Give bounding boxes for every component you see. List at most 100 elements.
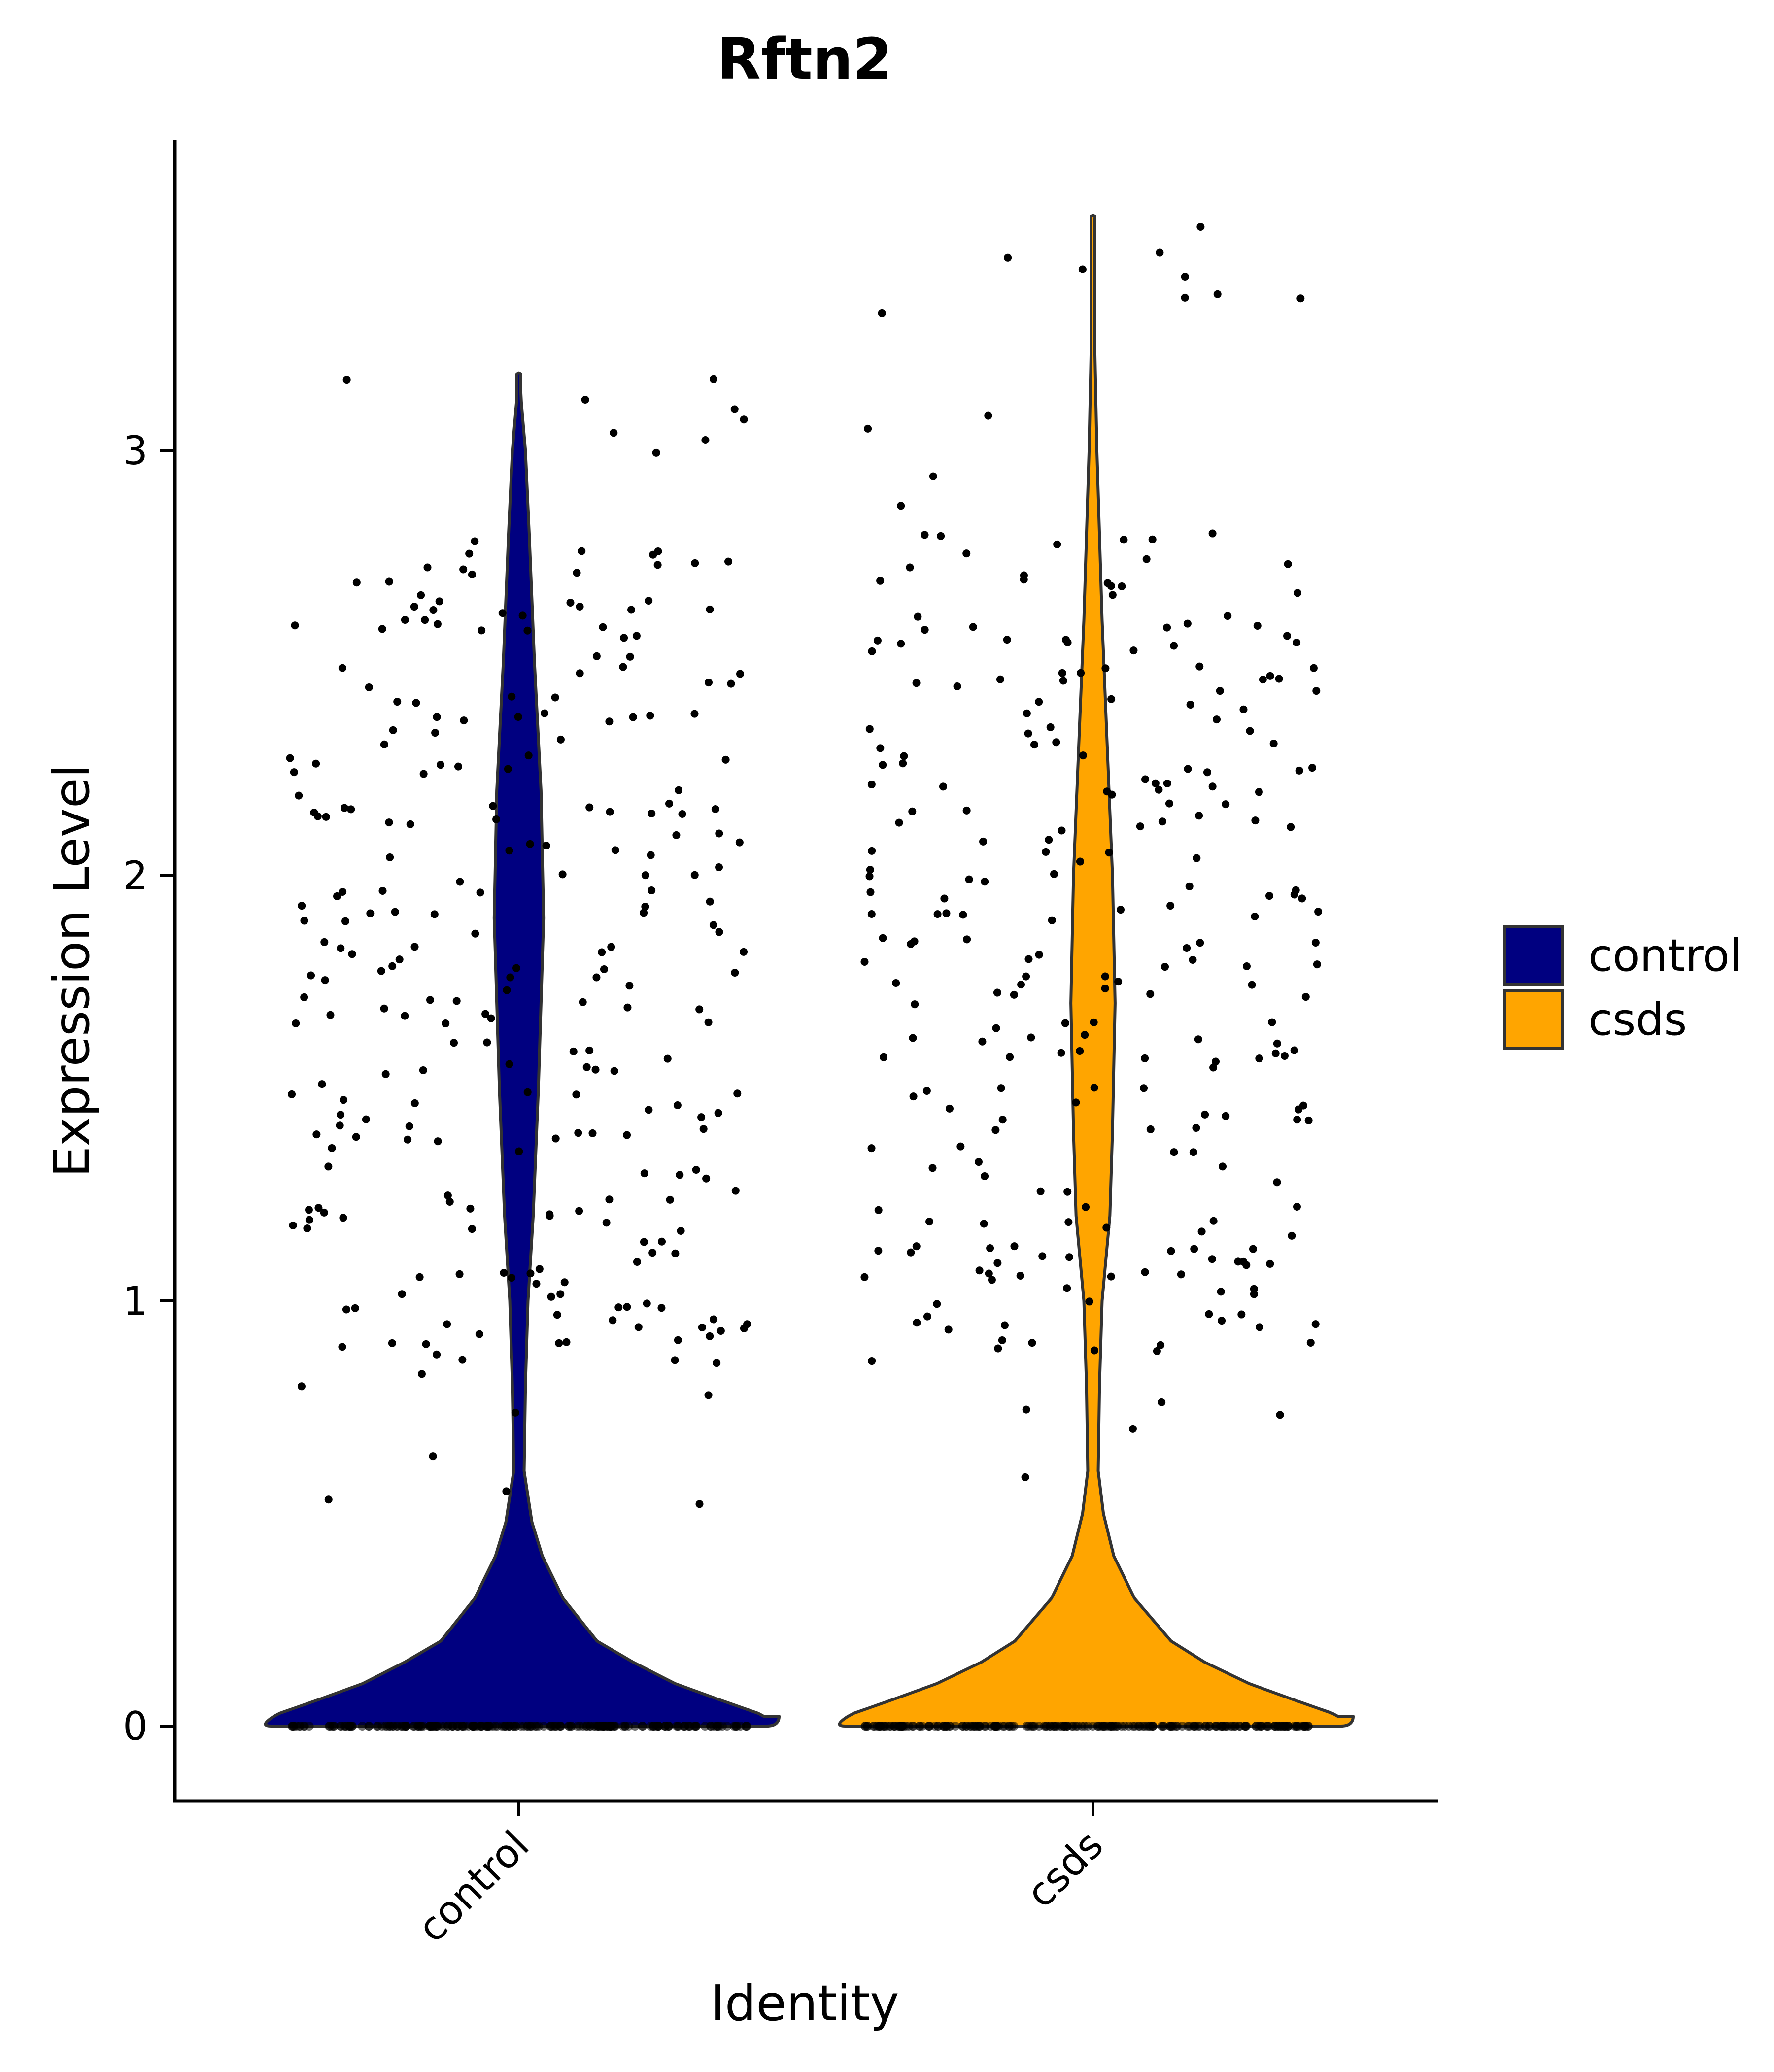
- data-point: [1108, 591, 1117, 599]
- data-point: [1030, 741, 1038, 749]
- data-point: [880, 1053, 888, 1061]
- data-point: [386, 853, 394, 862]
- data-point: [436, 761, 444, 769]
- data-point: [339, 1214, 347, 1222]
- data-point: [1158, 1398, 1166, 1406]
- data-point: [658, 1237, 666, 1246]
- data-point: [1211, 1057, 1220, 1066]
- data-point: [333, 892, 341, 900]
- data-point: [366, 909, 375, 917]
- data-point: [1050, 870, 1058, 878]
- y-axis-title: Expression Level: [43, 764, 101, 1178]
- data-point: [1022, 1405, 1030, 1414]
- data-point: [318, 1080, 326, 1088]
- data-point: [300, 1722, 309, 1731]
- data-point: [329, 1722, 338, 1731]
- data-point: [913, 1319, 921, 1327]
- data-point: [1192, 1124, 1200, 1132]
- data-point: [867, 910, 876, 918]
- data-point: [690, 710, 699, 718]
- data-point: [1167, 1722, 1176, 1731]
- data-point: [460, 716, 468, 725]
- data-point: [600, 965, 608, 974]
- data-point: [704, 1018, 713, 1026]
- data-point: [523, 626, 532, 635]
- data-point: [555, 1339, 563, 1347]
- data-point: [922, 1087, 931, 1095]
- data-point: [1022, 1722, 1031, 1731]
- data-point: [897, 640, 905, 648]
- data-point: [649, 550, 657, 559]
- data-point: [532, 1280, 541, 1288]
- data-point: [722, 1722, 732, 1731]
- data-point: [933, 1300, 941, 1308]
- data-point: [1189, 955, 1197, 964]
- data-point: [450, 1039, 458, 1047]
- data-point: [404, 1135, 412, 1144]
- data-point: [1185, 882, 1194, 890]
- data-point: [338, 1343, 346, 1351]
- x-axis-title: Identity: [710, 1974, 899, 2032]
- data-point: [673, 1101, 682, 1110]
- legend-label-control: control: [1588, 930, 1742, 982]
- data-point: [1234, 1257, 1242, 1266]
- data-point: [705, 679, 713, 687]
- data-point: [459, 565, 468, 574]
- data-point: [444, 1191, 452, 1200]
- data-point: [433, 620, 442, 628]
- data-point: [290, 768, 298, 777]
- data-point: [556, 735, 565, 744]
- data-point: [1078, 265, 1087, 273]
- data-point: [1190, 1245, 1198, 1253]
- data-point: [512, 964, 520, 972]
- data-point: [868, 1357, 876, 1365]
- data-point: [1059, 677, 1067, 685]
- data-point: [342, 1305, 350, 1314]
- data-point: [1061, 1019, 1069, 1027]
- data-point: [879, 934, 887, 942]
- data-point: [1065, 1253, 1073, 1261]
- data-point: [1022, 972, 1030, 981]
- data-point: [731, 968, 739, 977]
- data-point: [1006, 1053, 1014, 1061]
- data-point: [677, 1226, 685, 1235]
- data-point: [328, 1144, 336, 1152]
- data-point: [1170, 642, 1178, 650]
- data-point: [1275, 675, 1283, 683]
- data-point: [324, 1495, 333, 1504]
- data-point: [579, 998, 587, 1006]
- data-point: [623, 1303, 631, 1311]
- data-point: [671, 1356, 679, 1364]
- data-point: [468, 1225, 476, 1233]
- data-point: [1194, 1035, 1202, 1044]
- data-point: [599, 623, 607, 631]
- data-point: [1283, 632, 1292, 640]
- data-point: [288, 1090, 296, 1098]
- data-point: [1141, 1054, 1149, 1062]
- data-point: [1196, 939, 1204, 947]
- data-point: [868, 847, 876, 855]
- data-point: [468, 570, 476, 578]
- data-point: [1306, 1338, 1315, 1347]
- data-point: [732, 1722, 742, 1731]
- data-point: [860, 958, 869, 966]
- data-point: [740, 415, 748, 424]
- data-point: [1058, 669, 1066, 677]
- data-point: [614, 1303, 623, 1312]
- data-point: [340, 1096, 348, 1104]
- data-point: [640, 1238, 648, 1246]
- legend-swatch-control: [1503, 925, 1564, 986]
- chart-title: Rftn2: [717, 27, 892, 93]
- data-point: [866, 888, 875, 896]
- data-point: [962, 549, 971, 558]
- data-point: [923, 1312, 931, 1321]
- data-point: [312, 759, 320, 768]
- data-point: [918, 1722, 927, 1731]
- data-point: [295, 791, 303, 800]
- data-point: [1107, 1272, 1115, 1281]
- data-point: [289, 1722, 298, 1731]
- y-tick-label: 0: [123, 1703, 148, 1749]
- data-point: [1107, 582, 1115, 590]
- data-point: [1151, 779, 1160, 787]
